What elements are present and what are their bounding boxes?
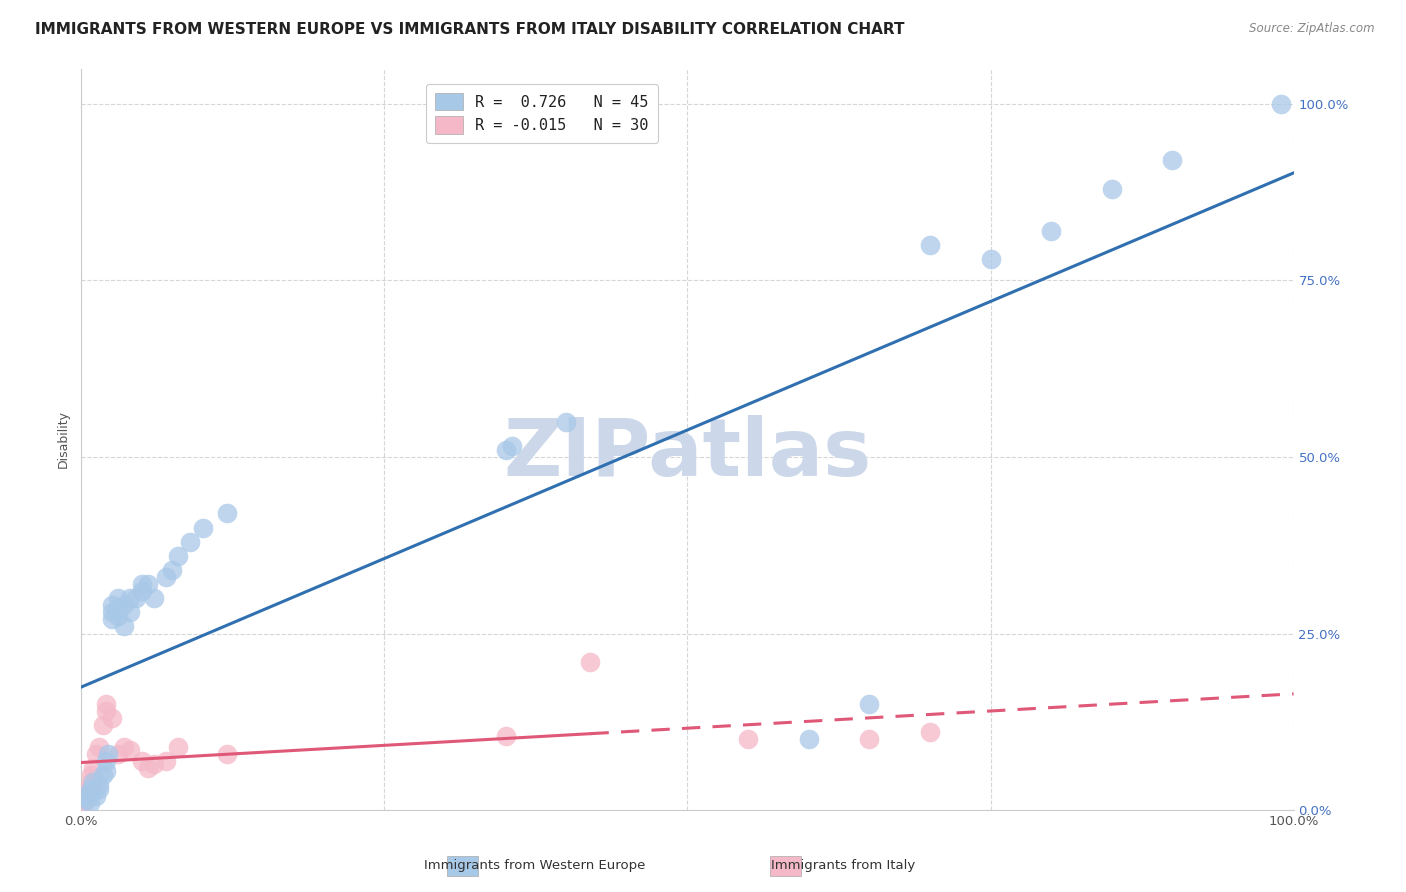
Point bbox=[94, 704, 117, 718]
Point bbox=[858, 732, 880, 747]
Point bbox=[100, 711, 122, 725]
Text: Immigrants from Italy: Immigrants from Italy bbox=[772, 859, 915, 872]
Point bbox=[80, 768, 103, 782]
Point bbox=[136, 577, 159, 591]
Point bbox=[167, 549, 190, 563]
Point bbox=[84, 747, 107, 761]
Point bbox=[797, 732, 820, 747]
Point bbox=[155, 754, 177, 768]
Point bbox=[118, 591, 141, 606]
Point bbox=[73, 796, 96, 810]
Point bbox=[1101, 181, 1123, 195]
Point bbox=[82, 778, 104, 792]
Text: ZIPatlas: ZIPatlas bbox=[503, 415, 872, 493]
Legend: R =  0.726   N = 45, R = -0.015   N = 30: R = 0.726 N = 45, R = -0.015 N = 30 bbox=[426, 84, 658, 144]
Y-axis label: Disability: Disability bbox=[58, 410, 70, 468]
Point bbox=[107, 747, 129, 761]
Point bbox=[100, 612, 122, 626]
Point bbox=[979, 252, 1001, 267]
Point bbox=[79, 796, 101, 810]
Point bbox=[495, 729, 517, 743]
Point bbox=[94, 754, 117, 768]
Point bbox=[131, 577, 153, 591]
Point bbox=[579, 655, 602, 669]
Point bbox=[143, 591, 166, 606]
Point bbox=[737, 732, 759, 747]
Point bbox=[112, 599, 135, 613]
Point bbox=[97, 747, 120, 761]
Point bbox=[84, 774, 107, 789]
Point bbox=[77, 785, 100, 799]
Point bbox=[501, 439, 523, 453]
Point bbox=[118, 605, 141, 619]
Point bbox=[918, 238, 941, 252]
Point bbox=[94, 764, 117, 779]
Point bbox=[76, 781, 98, 796]
Point bbox=[160, 563, 183, 577]
Point bbox=[858, 697, 880, 711]
Point bbox=[107, 602, 129, 616]
Point bbox=[918, 725, 941, 739]
Text: IMMIGRANTS FROM WESTERN EUROPE VS IMMIGRANTS FROM ITALY DISABILITY CORRELATION C: IMMIGRANTS FROM WESTERN EUROPE VS IMMIGR… bbox=[35, 22, 904, 37]
Point bbox=[94, 697, 117, 711]
Point bbox=[1040, 224, 1063, 238]
Text: Immigrants from Western Europe: Immigrants from Western Europe bbox=[423, 859, 645, 872]
Point bbox=[80, 781, 103, 796]
Point bbox=[131, 584, 153, 599]
Point bbox=[89, 739, 111, 754]
Point bbox=[107, 591, 129, 606]
Point bbox=[107, 608, 129, 623]
Point bbox=[75, 792, 97, 806]
Point bbox=[82, 774, 104, 789]
Point bbox=[91, 718, 114, 732]
Point bbox=[100, 599, 122, 613]
Point bbox=[125, 591, 148, 606]
Point bbox=[89, 778, 111, 792]
Point bbox=[136, 761, 159, 775]
Point bbox=[112, 739, 135, 754]
Point bbox=[80, 774, 103, 789]
Point bbox=[100, 605, 122, 619]
Point bbox=[143, 757, 166, 772]
Text: Source: ZipAtlas.com: Source: ZipAtlas.com bbox=[1250, 22, 1375, 36]
Point bbox=[1270, 96, 1292, 111]
Point bbox=[495, 442, 517, 457]
Point bbox=[215, 507, 238, 521]
Point bbox=[73, 789, 96, 803]
Point bbox=[215, 747, 238, 761]
Point bbox=[179, 534, 201, 549]
Point bbox=[84, 789, 107, 803]
Point bbox=[191, 520, 214, 534]
Point bbox=[131, 754, 153, 768]
Point bbox=[167, 739, 190, 754]
Point bbox=[118, 743, 141, 757]
Point bbox=[112, 619, 135, 633]
Point bbox=[73, 789, 96, 803]
Point bbox=[89, 781, 111, 796]
Point bbox=[91, 768, 114, 782]
Point bbox=[82, 761, 104, 775]
Point bbox=[155, 570, 177, 584]
Point bbox=[555, 415, 578, 429]
Point bbox=[76, 792, 98, 806]
Point bbox=[1161, 153, 1184, 168]
Point bbox=[82, 785, 104, 799]
